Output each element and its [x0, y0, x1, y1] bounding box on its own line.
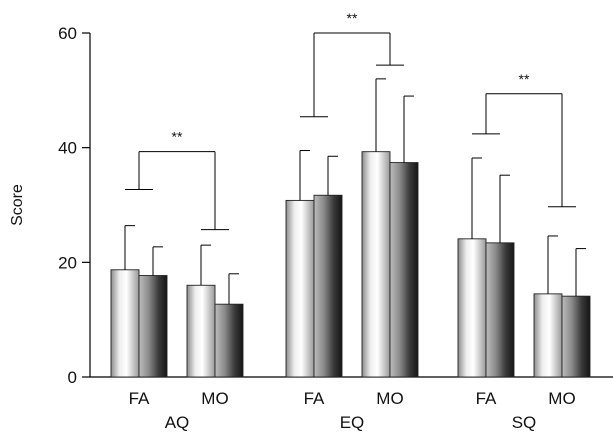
x-subgroup-label: FA	[129, 389, 150, 408]
significance-marker: **	[172, 129, 183, 145]
x-group-label: AQ	[165, 413, 190, 432]
x-subgroup-label: MO	[376, 389, 403, 408]
y-tick-label: 20	[58, 253, 77, 272]
bar-eq-mo-2	[389, 162, 419, 378]
x-subgroup-label: FA	[476, 389, 497, 408]
y-tick-label: 60	[58, 24, 77, 43]
bar-eq-fa-1	[285, 199, 315, 378]
bar-eq-mo-1	[361, 151, 391, 378]
bar-eq-fa-2	[313, 194, 343, 378]
axes: Score	[9, 33, 613, 378]
x-subgroup-label: MO	[548, 389, 575, 408]
bar-aq-fa-1	[110, 269, 140, 378]
x-subgroup-label: FA	[304, 389, 325, 408]
x-subgroup-label: MO	[201, 389, 228, 408]
y-tick-label: 40	[58, 139, 77, 158]
y-axis-label: Score	[9, 184, 26, 226]
significance-marker: **	[519, 71, 530, 87]
x-group-label: EQ	[340, 413, 365, 432]
x-group-label: SQ	[512, 413, 537, 432]
significance-marker: **	[347, 10, 358, 26]
y-tick-label: 0	[68, 368, 77, 387]
bar-sq-mo-1	[533, 293, 563, 378]
bar-sq-mo-2	[561, 295, 591, 378]
bar-aq-fa-2	[138, 275, 168, 378]
bar-aq-mo-1	[186, 284, 216, 378]
bar-aq-mo-2	[214, 303, 244, 378]
bar-sq-fa-1	[457, 238, 487, 378]
bar-sq-fa-2	[485, 242, 515, 378]
